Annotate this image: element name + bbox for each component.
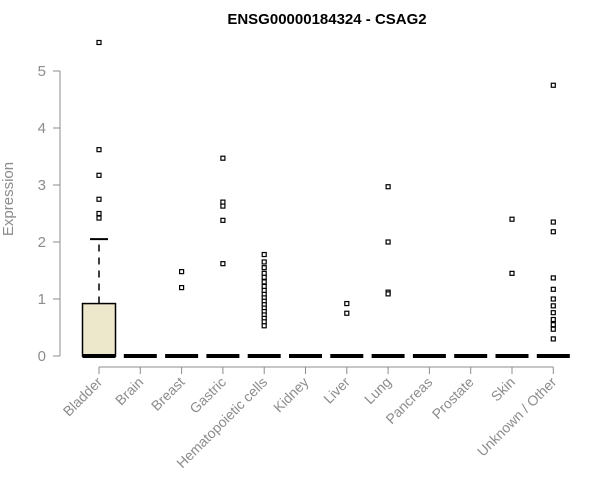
x-tick-label: Brain — [112, 374, 146, 408]
box-group — [247, 251, 281, 358]
y-tick-label: 2 — [38, 234, 46, 251]
outlier-point — [344, 310, 350, 316]
box-group — [206, 155, 240, 358]
outlier-point — [550, 310, 556, 316]
outlier-point — [509, 270, 515, 276]
outlier-point — [385, 291, 391, 297]
y-tick-label: 3 — [38, 177, 46, 194]
y-axis-label: Expression — [0, 162, 17, 236]
box-group — [371, 184, 405, 358]
outlier-point — [550, 286, 556, 292]
outlier-point — [550, 322, 556, 328]
chart-title: ENSG00000184324 - CSAG2 — [227, 11, 426, 28]
outlier-point — [220, 217, 226, 223]
outlier-point — [550, 82, 556, 88]
outlier-point — [550, 326, 556, 332]
outlier-point — [550, 219, 556, 225]
x-tick-label: Kidney — [270, 374, 312, 416]
y-axis: 0 1 2 3 4 5 — [38, 63, 61, 365]
outlier-point — [550, 275, 556, 281]
box-group — [536, 82, 570, 358]
outlier-point — [261, 279, 267, 285]
y-tick-label: 5 — [38, 63, 46, 80]
x-tick-label: Liver — [320, 374, 353, 407]
outlier-point — [385, 184, 391, 190]
outlier-point — [550, 296, 556, 302]
x-tick-label: Bladder — [60, 374, 106, 420]
box-body — [81, 302, 117, 357]
outlier-point — [96, 196, 102, 202]
outlier-point — [96, 172, 102, 178]
y-tick-label: 1 — [38, 291, 46, 308]
box-group — [165, 269, 199, 358]
outlier-point — [220, 261, 226, 267]
box-group — [81, 39, 117, 358]
outlier-point — [261, 251, 267, 258]
outlier-point — [220, 155, 226, 161]
outlier-point — [220, 203, 226, 209]
box-group — [495, 216, 529, 358]
y-tick-label: 0 — [38, 348, 46, 365]
x-tick-label: Skin — [488, 374, 519, 405]
outlier-point — [385, 239, 391, 245]
x-tick-label: Lung — [361, 374, 394, 407]
plot-area — [81, 39, 570, 358]
outlier-point — [261, 259, 267, 265]
outlier-point — [96, 210, 102, 217]
x-tick-label: Prostate — [429, 374, 477, 422]
outlier-point — [550, 316, 556, 323]
outlier-point — [509, 216, 515, 222]
outlier-point — [344, 300, 350, 307]
box-group — [330, 300, 364, 358]
outlier-point — [261, 274, 267, 280]
outlier-point — [179, 285, 185, 291]
outlier-point — [261, 323, 267, 329]
outlier-point — [96, 147, 102, 153]
outlier-point — [550, 229, 556, 235]
x-tick-label: Breast — [148, 374, 188, 414]
outlier-point — [96, 215, 102, 221]
outlier-point — [550, 303, 556, 309]
y-tick-label: 4 — [38, 120, 46, 137]
outlier-point — [96, 39, 102, 46]
outlier-point — [261, 265, 267, 271]
outlier-point — [550, 336, 556, 342]
outlier-point — [179, 269, 185, 275]
